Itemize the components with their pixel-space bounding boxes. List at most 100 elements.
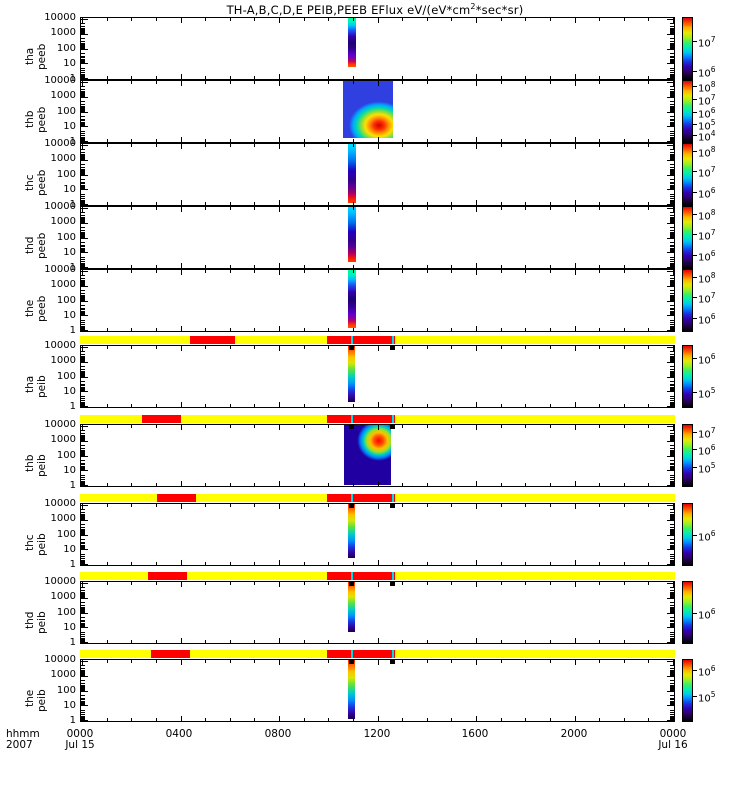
colorbar-thb-peib[interactable] — [682, 424, 693, 487]
status-bar[interactable] — [80, 336, 675, 344]
y-axis-tick-minor — [81, 529, 85, 530]
colorbar-tick — [693, 297, 697, 298]
spectrogram-panel-the-peib[interactable] — [80, 659, 675, 722]
y-axis-tick-major — [81, 160, 88, 161]
x-axis-tick-minor — [230, 328, 231, 331]
y-axis-tick-major — [81, 377, 88, 378]
x-axis-tick-minor — [648, 18, 649, 21]
x-axis-tick-minor — [156, 81, 157, 84]
status-bar[interactable] — [80, 415, 675, 423]
plot-area — [81, 144, 674, 205]
x-axis-tick-minor — [599, 328, 600, 331]
x-axis-tick-minor — [156, 562, 157, 565]
y-axis-tick-minor — [670, 404, 674, 405]
x-axis-tick-minor — [599, 483, 600, 486]
y-axis-tick-minor — [81, 68, 85, 69]
x-axis-tick-major — [476, 74, 477, 79]
y-axis-tick-minor — [670, 313, 674, 314]
y-axis-tick-minor — [81, 285, 85, 286]
y-axis-tick-minor — [670, 714, 674, 715]
spectrogram-panel-thc-peeb[interactable] — [80, 143, 675, 206]
colorbar-label-base: 10 — [698, 693, 711, 705]
y-axis-tick-minor — [670, 530, 674, 531]
x-axis-tick-minor — [156, 660, 157, 663]
spectrogram-panel-thc-peib[interactable] — [80, 503, 675, 566]
y-axis-tick-minor — [670, 138, 674, 139]
y-axis-tick-major — [667, 391, 674, 392]
y-axis-tick-minor — [670, 221, 674, 222]
y-axis-tick-minor — [81, 300, 85, 301]
colorbar-thc-peib[interactable] — [682, 503, 693, 566]
y-axis-tick-major — [81, 238, 88, 239]
x-axis-tick-minor — [131, 718, 132, 721]
spectrogram-panel-thd-peeb[interactable] — [80, 206, 675, 269]
x-axis-tick-minor — [427, 18, 428, 21]
y-axis-tick-minor — [670, 281, 674, 282]
x-axis-tick-minor — [550, 265, 551, 268]
colorbar-label-base: 10 — [698, 446, 711, 458]
x-axis-tick-minor — [402, 562, 403, 565]
y-axis-label: 1000 — [50, 591, 76, 602]
x-axis-tick-major — [575, 81, 576, 86]
x-axis-tick-minor — [205, 207, 206, 210]
colorbar-the-peib[interactable] — [682, 659, 693, 722]
colorbar-label-exponent: 7 — [710, 291, 716, 300]
colorbar-tha-peeb[interactable] — [682, 17, 693, 80]
y-axis-tick-minor — [670, 104, 674, 105]
y-axis-tick-minor — [670, 194, 674, 195]
y-axis-tick-minor — [670, 683, 674, 684]
y-axis-tick-minor — [81, 38, 85, 39]
colorbar-label: 107 — [698, 228, 716, 242]
colorbar-tha-peib[interactable] — [682, 345, 693, 408]
panel-label-instrument: peib — [36, 688, 48, 712]
x-axis-tick-minor — [599, 81, 600, 84]
x-axis-tick-minor — [131, 139, 132, 142]
x-axis-tick-label: 0000 — [659, 728, 687, 740]
x-axis-tick-major — [378, 582, 379, 587]
colorbar-thb-peeb[interactable] — [682, 80, 693, 143]
colorbar-thd-peib[interactable] — [682, 581, 693, 644]
y-axis-tick-minor — [670, 282, 674, 283]
y-axis-tick-minor — [670, 438, 674, 439]
y-axis-tick-minor — [670, 554, 674, 555]
x-axis-tick-major — [575, 18, 576, 23]
x-axis-tick-major — [181, 716, 182, 721]
y-axis-tick-minor — [81, 608, 85, 609]
x-axis-tick-minor — [230, 76, 231, 79]
colorbar-label-exponent: 5 — [710, 386, 716, 395]
y-axis-tick-minor — [670, 385, 674, 386]
status-marker — [392, 336, 394, 344]
spectrogram-panel-thb-peeb[interactable] — [80, 80, 675, 143]
x-axis-tick-minor — [599, 504, 600, 507]
y-axis-label: 10 — [63, 544, 76, 555]
spectrogram-panel-tha-peeb[interactable] — [80, 17, 675, 80]
spectrogram-panel-thd-peib[interactable] — [80, 581, 675, 644]
spectrogram-panel-tha-peib[interactable] — [80, 345, 675, 408]
y-axis-tick-minor — [81, 477, 85, 478]
y-axis-tick-minor — [670, 402, 674, 403]
colorbar-thc-peeb[interactable] — [682, 143, 693, 206]
y-axis-tick-minor — [81, 212, 85, 213]
y-axis-tick-minor — [81, 101, 85, 102]
x-axis-unit-label: hhmm 2007 — [6, 729, 40, 751]
spectrogram-panel-the-peeb[interactable] — [80, 269, 675, 332]
colorbar-thd-peeb[interactable] — [682, 206, 693, 269]
x-axis-tick-minor — [624, 265, 625, 268]
colorbar-tick — [693, 71, 697, 72]
status-bar[interactable] — [80, 494, 675, 502]
x-axis-tick-minor — [402, 404, 403, 407]
status-bar[interactable] — [80, 650, 675, 658]
x-axis-tick-minor — [648, 660, 649, 663]
spectrogram-panel-thb-peib[interactable] — [80, 424, 675, 487]
status-bar[interactable] — [80, 572, 675, 580]
colorbar-tick — [693, 670, 697, 671]
x-axis-tick-minor — [624, 202, 625, 205]
x-axis-tick-minor — [451, 202, 452, 205]
y-axis-tick-minor — [670, 308, 674, 309]
x-axis-tick-minor — [525, 425, 526, 428]
x-axis-tick-minor — [328, 718, 329, 721]
x-axis-tick-minor — [451, 425, 452, 428]
x-axis-tick-minor — [328, 265, 329, 268]
y-axis-tick-minor — [81, 261, 85, 262]
colorbar-the-peeb[interactable] — [682, 269, 693, 332]
